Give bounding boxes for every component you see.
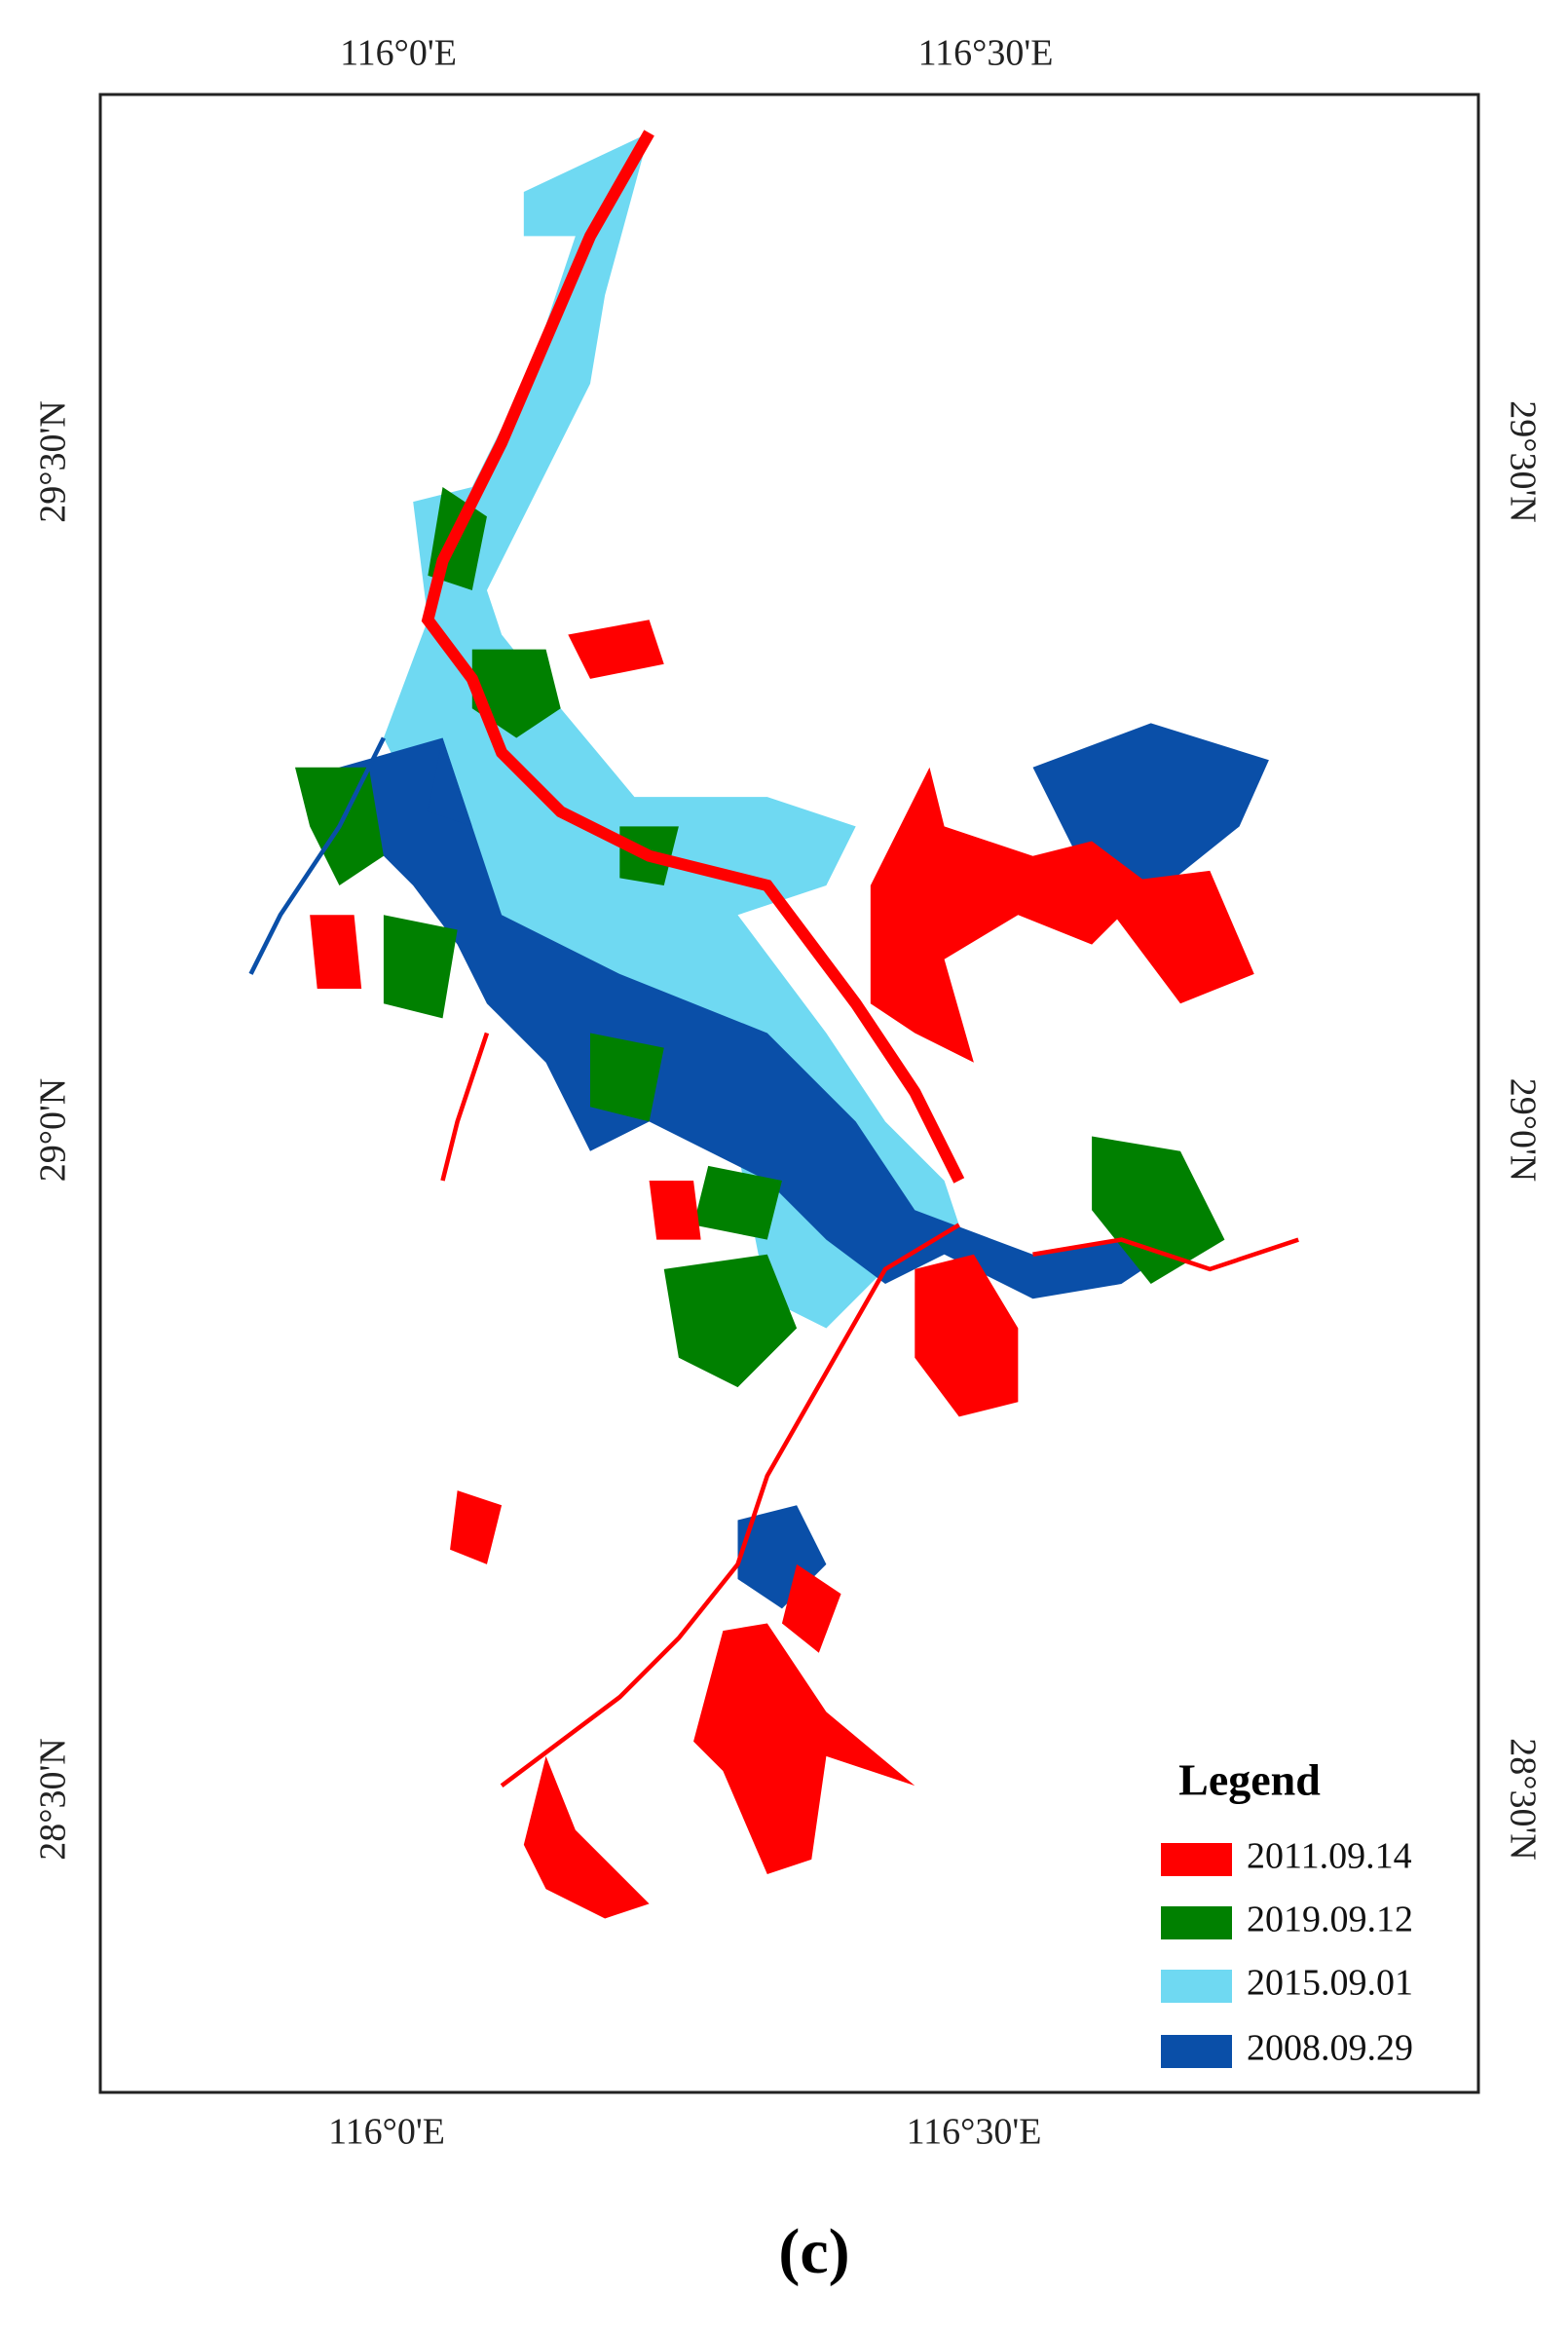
water-area: [310, 915, 362, 990]
legend: 2011.09.14 2019.09.12 2015.09.01 2008.09.29: [1161, 1836, 1413, 2069]
water-area: [450, 1490, 503, 1564]
water-area: [568, 620, 664, 679]
bottom-label: 116°30'E: [907, 2112, 1042, 2153]
map-frame: [98, 93, 1480, 2094]
water-area: [781, 1563, 841, 1653]
water-area: [693, 1165, 782, 1240]
legend-swatch: [1161, 1843, 1232, 1876]
river: [421, 130, 965, 1184]
right-label: 28°30'N: [1502, 1738, 1543, 1861]
water-area: [471, 649, 561, 738]
river: [248, 736, 386, 975]
legend-swatch: [1161, 2035, 1232, 2068]
caption: (c): [778, 2216, 849, 2287]
left-label: 29°0'N: [33, 1078, 74, 1183]
water-area: [523, 1755, 650, 1919]
water-extent: [248, 130, 1299, 1919]
water-area: [383, 915, 458, 1019]
legend-label: 2011.09.14: [1247, 1836, 1412, 1877]
legend-label: 2019.09.12: [1247, 1900, 1413, 1940]
right-label: 29°30'N: [1502, 400, 1543, 523]
water-area: [428, 737, 472, 827]
left-label: 29°30'N: [33, 400, 74, 523]
water-area: [1092, 870, 1254, 1004]
right-label: 29°0'N: [1502, 1078, 1543, 1183]
water-area: [663, 1254, 798, 1388]
river: [440, 1032, 490, 1182]
water-area: [870, 767, 1151, 1063]
legend-swatch: [1161, 1906, 1232, 1939]
river: [1032, 1237, 1299, 1272]
bottom-label: 116°0'E: [328, 2112, 445, 2153]
legend-title: Legend: [1178, 1755, 1321, 1805]
water-area: [590, 1033, 664, 1122]
water-area: [915, 1254, 1019, 1417]
water-area: [1092, 1136, 1225, 1285]
legend-label: 2015.09.01: [1247, 1963, 1413, 2004]
legend-swatch: [1161, 1970, 1232, 2003]
water-area: [383, 132, 959, 1329]
top-label: 116°30'E: [918, 33, 1054, 74]
water-area: [693, 1623, 915, 1875]
top-label: 116°0'E: [340, 33, 457, 74]
legend-label: 2008.09.29: [1247, 2028, 1413, 2069]
left-label: 28°30'N: [33, 1738, 74, 1861]
river: [500, 1223, 960, 1787]
water-area: [649, 1181, 701, 1240]
